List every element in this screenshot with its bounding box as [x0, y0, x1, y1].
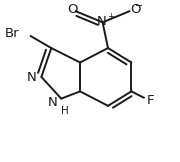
Text: −: −	[134, 1, 143, 11]
Text: N: N	[97, 15, 107, 28]
Text: N: N	[27, 71, 36, 84]
Text: H: H	[61, 106, 69, 116]
Text: +: +	[107, 12, 114, 21]
Text: Br: Br	[4, 27, 19, 40]
Text: N: N	[48, 96, 57, 109]
Text: O: O	[130, 3, 141, 16]
Text: F: F	[147, 94, 154, 107]
Text: O: O	[68, 3, 78, 16]
